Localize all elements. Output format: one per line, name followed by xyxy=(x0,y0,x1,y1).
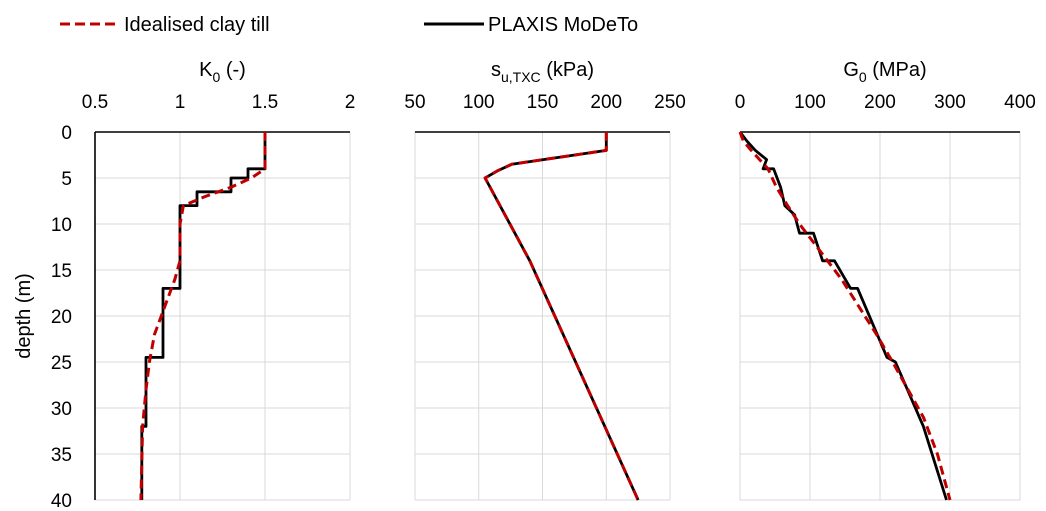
panel-title-subscript: 0 xyxy=(859,69,867,85)
x-tick-label: 250 xyxy=(654,92,686,113)
x-tick-label: 1.5 xyxy=(252,92,278,113)
series-idealised-line xyxy=(139,132,267,501)
series-plaxis-line xyxy=(738,131,948,501)
y-tick-label: 15 xyxy=(51,261,72,282)
panel-title-main: s xyxy=(491,59,501,81)
y-axis-ticks: 0 5 10 15 20 25 30 35 40 xyxy=(51,123,72,511)
panel-title-units: (-) xyxy=(220,59,246,81)
series-idealised-line xyxy=(483,132,640,501)
x-tick-label: 400 xyxy=(1004,92,1036,113)
legend-idealised-label: Idealised clay till xyxy=(124,14,270,36)
y-tick-label: 10 xyxy=(51,215,72,236)
x-tick-label: 150 xyxy=(527,92,559,113)
y-tick-label: 30 xyxy=(51,399,72,420)
series-idealised-line xyxy=(738,131,952,501)
y-tick-label: 35 xyxy=(51,445,72,466)
y-tick-label: 25 xyxy=(51,353,72,374)
x-tick-label: 2 xyxy=(345,92,356,113)
y-tick-label: 20 xyxy=(51,307,72,328)
x-tick-label: 1 xyxy=(175,92,186,113)
x-tick-label: 200 xyxy=(864,92,896,113)
panel-title-main: G xyxy=(843,59,859,81)
y-tick-label: 5 xyxy=(61,169,72,190)
panel-title: su,TXC (kPa) xyxy=(491,59,594,85)
x-tick-label: 50 xyxy=(404,92,425,113)
y-axis-label: depth (m) xyxy=(13,273,35,359)
x-tick-label: 100 xyxy=(794,92,826,113)
series-plaxis-line xyxy=(140,132,267,500)
x-tick-label: 200 xyxy=(590,92,622,113)
x-tick-label: 100 xyxy=(463,92,495,113)
panel-title-units: (MPa) xyxy=(867,59,927,81)
legend: Idealised clay till PLAXIS MoDeTo xyxy=(60,14,638,36)
x-tick-label: 300 xyxy=(934,92,966,113)
panel-title-subscript: u,TXC xyxy=(501,69,541,85)
panel-k0: 0.5 1 1.5 2 K0 (-) xyxy=(82,59,356,501)
panel-title-main: K xyxy=(199,59,213,81)
panel-title-units: (kPa) xyxy=(541,59,594,81)
x-tick-label: 0 xyxy=(735,92,746,113)
y-tick-label: 40 xyxy=(51,491,72,511)
panel-title: K0 (-) xyxy=(199,59,246,85)
panel-title-subscript: 0 xyxy=(213,69,221,85)
x-tick-label: 0.5 xyxy=(82,92,108,113)
y-tick-label: 0 xyxy=(61,123,72,144)
panel-title: G0 (MPa) xyxy=(843,59,926,85)
panel-su: 50 100 150 200 250 su,TXC (kPa) xyxy=(404,59,686,501)
legend-plaxis-label: PLAXIS MoDeTo xyxy=(488,14,638,36)
